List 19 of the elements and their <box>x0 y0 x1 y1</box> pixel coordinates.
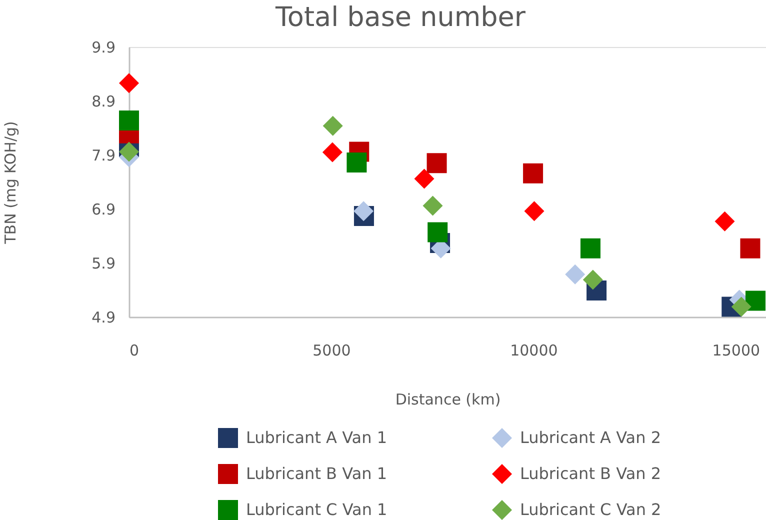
legend-label: Lubricant A Van 2 <box>520 428 661 447</box>
y-axis-title: TBN (mg KOH/g) <box>2 121 20 245</box>
legend-label: Lubricant B Van 2 <box>520 464 662 483</box>
legend-label: Lubricant B Van 1 <box>246 464 388 483</box>
y-tick-label: 9.9 <box>92 38 116 56</box>
legend-label: Lubricant C Van 2 <box>520 500 662 519</box>
x-tick-label: 15000 <box>712 342 760 360</box>
y-tick-label: 4.9 <box>92 308 116 326</box>
y-tick-label: 7.9 <box>92 146 116 164</box>
y-tick-label: 8.9 <box>92 92 116 110</box>
x-tick-label: 10000 <box>510 342 558 360</box>
legend-label: Lubricant C Van 1 <box>246 500 388 519</box>
x-tick-label: 5000 <box>312 342 351 360</box>
x-axis-title: Distance (km) <box>395 390 501 408</box>
legend-label: Lubricant A Van 1 <box>246 428 387 447</box>
y-tick-label: 5.9 <box>92 254 116 272</box>
chart-title: Total base number <box>274 2 526 33</box>
y-tick-label: 6.9 <box>92 200 116 218</box>
x-tick-label: 0 <box>130 342 140 360</box>
